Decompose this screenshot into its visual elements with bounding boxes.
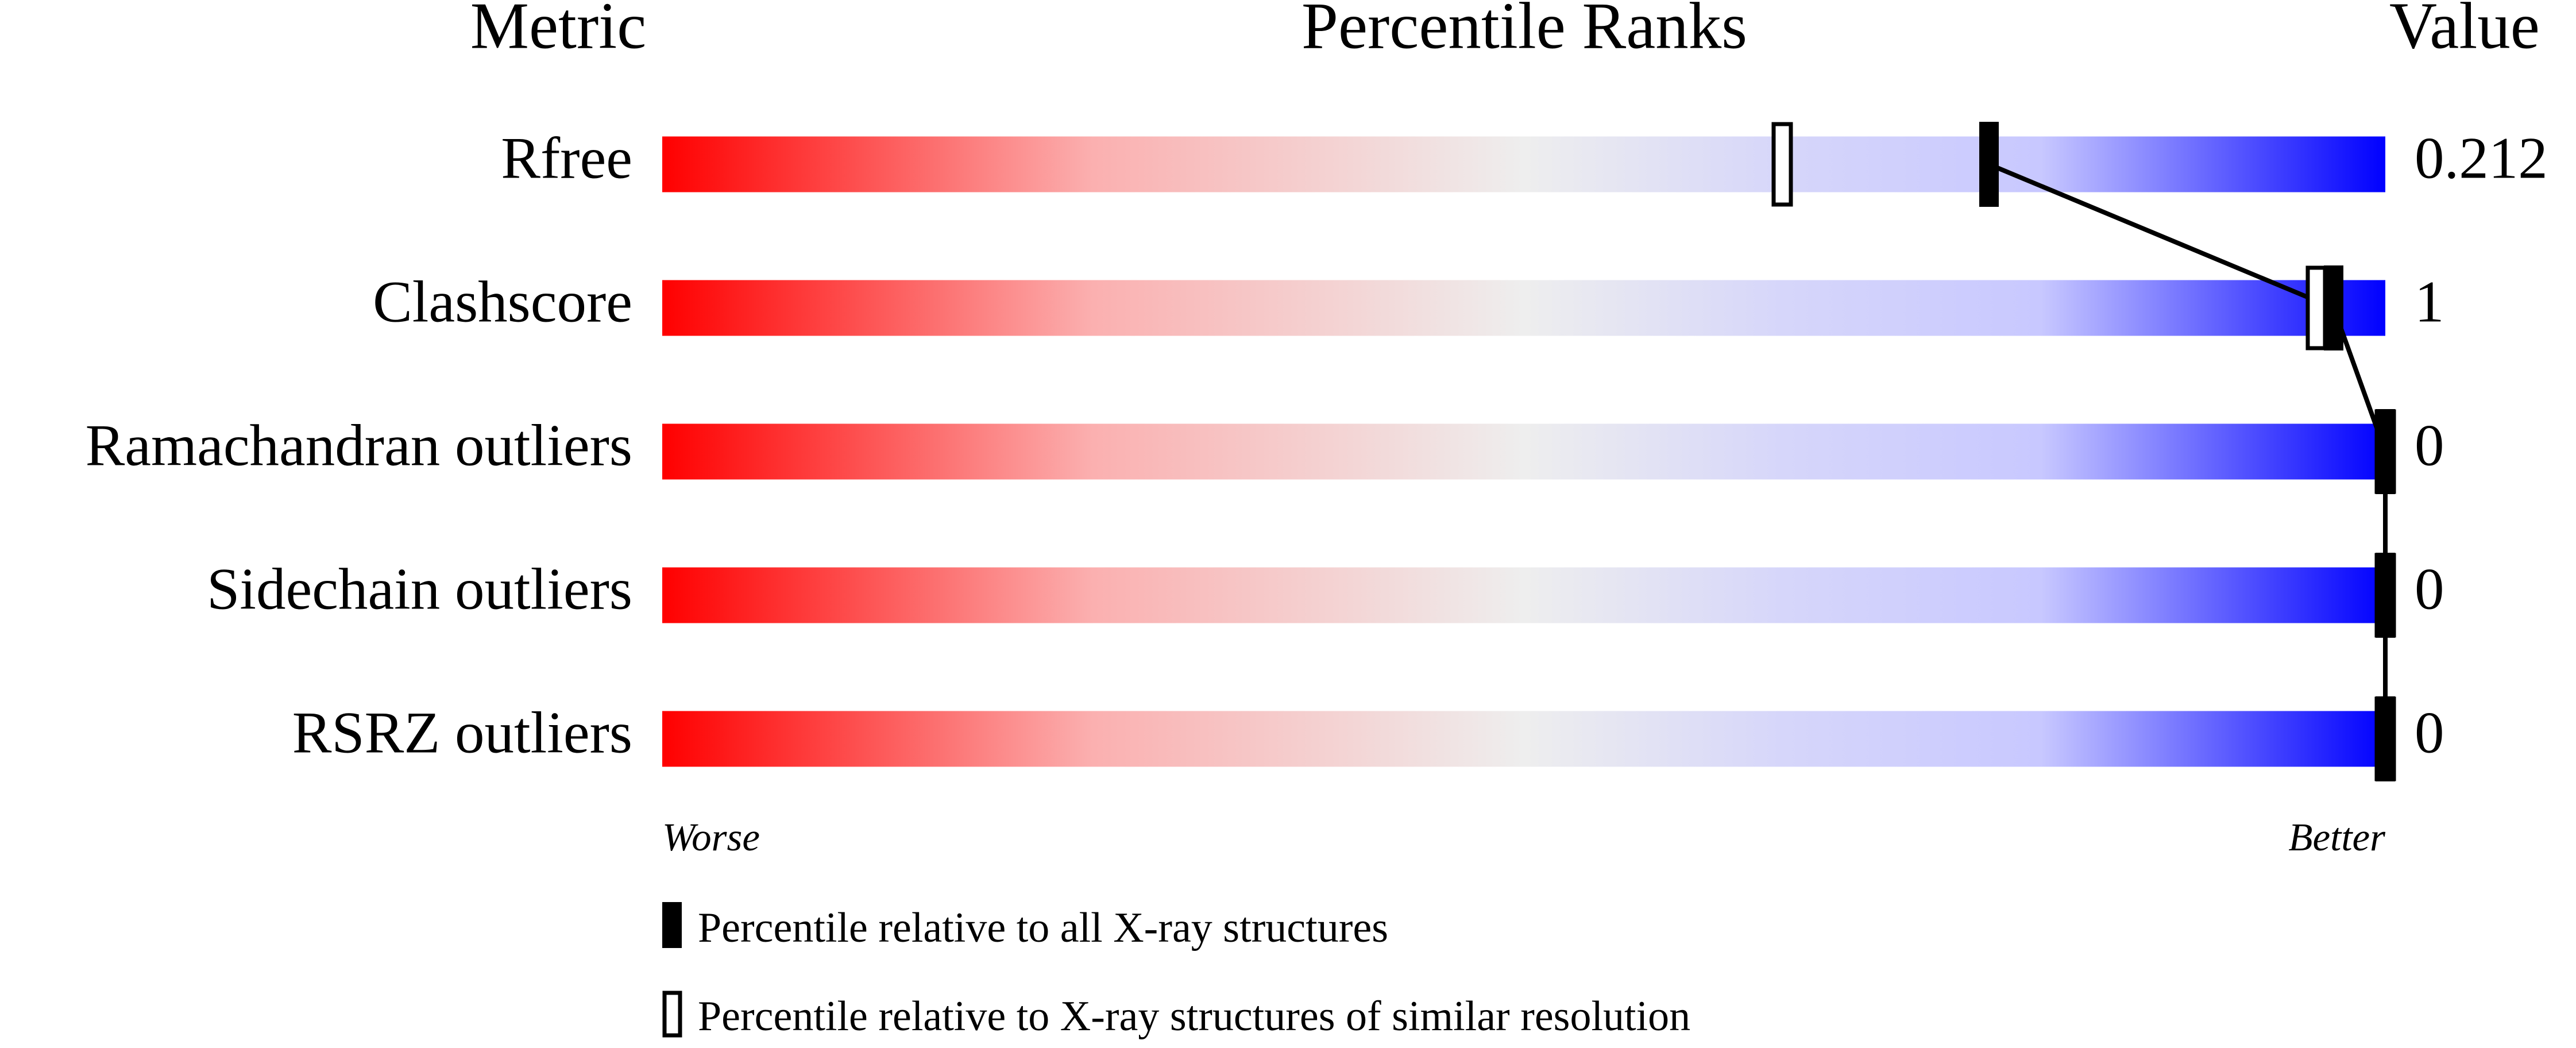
percentile-bar bbox=[662, 711, 2385, 767]
value-header: Value bbox=[2389, 0, 2540, 62]
metric-header: Metric bbox=[470, 0, 647, 62]
all-xray-marker bbox=[2324, 265, 2343, 350]
legend-entry: Percentile relative to all X-ray structu… bbox=[698, 904, 1388, 951]
metric-label: RSRZ outliers bbox=[292, 700, 632, 766]
metric-label: Rfree bbox=[501, 126, 632, 191]
metric-value: 1 bbox=[2415, 269, 2444, 335]
all-xray-marker bbox=[2376, 696, 2395, 781]
metric-value: 0 bbox=[2415, 700, 2444, 766]
chart-title: Percentile Ranks bbox=[1301, 0, 1747, 62]
percentile-bar bbox=[662, 423, 2385, 480]
all-xray-marker bbox=[1979, 122, 1999, 207]
metric-label: Ramachandran outliers bbox=[86, 413, 632, 479]
all-xray-marker bbox=[2376, 553, 2395, 638]
legend-filled-marker bbox=[662, 902, 682, 948]
legend-entry: Percentile relative to X-ray structures … bbox=[698, 993, 1690, 1040]
metric-value: 0 bbox=[2415, 557, 2444, 622]
worse-label: Worse bbox=[662, 815, 760, 859]
similar-resolution-marker bbox=[2305, 265, 2327, 350]
metric-value: 0.212 bbox=[2415, 126, 2548, 191]
metric-label: Clashscore bbox=[373, 269, 632, 335]
metric-value: 0 bbox=[2415, 413, 2444, 479]
percentile-bar bbox=[662, 136, 2385, 192]
percentile-bar bbox=[662, 280, 2385, 336]
all-xray-marker bbox=[2376, 409, 2395, 494]
metric-label: Sidechain outliers bbox=[207, 557, 632, 622]
better-label: Better bbox=[2288, 815, 2386, 859]
similar-resolution-marker bbox=[1771, 122, 1793, 207]
percentile-bar bbox=[662, 567, 2385, 623]
legend-open-marker bbox=[662, 991, 682, 1038]
